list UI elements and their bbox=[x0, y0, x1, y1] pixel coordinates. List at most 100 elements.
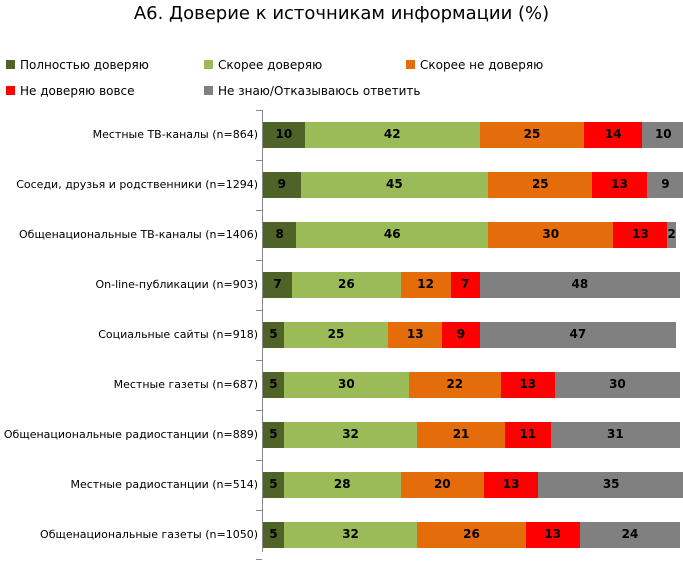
bar-segment bbox=[263, 122, 305, 148]
category-label: Социальные сайты (n=918) bbox=[98, 328, 258, 341]
axis-tick bbox=[256, 360, 262, 361]
bar-segment bbox=[304, 122, 480, 148]
data-label: 2 bbox=[667, 227, 676, 241]
data-label: 13 bbox=[406, 327, 424, 341]
data-label: 46 bbox=[383, 227, 401, 241]
data-label: 5 bbox=[269, 477, 278, 491]
data-label: 9 bbox=[661, 177, 670, 191]
legend-label: Не доверяю вовсе bbox=[20, 84, 135, 98]
bar-segment bbox=[263, 172, 301, 198]
data-label: 47 bbox=[569, 327, 587, 341]
data-label: 10 bbox=[654, 127, 672, 141]
data-label: 12 bbox=[417, 277, 434, 291]
data-label: 30 bbox=[609, 377, 626, 391]
axis-tick bbox=[256, 310, 262, 311]
data-label: 7 bbox=[273, 277, 282, 291]
bar-segment bbox=[579, 522, 680, 548]
bar-segment bbox=[263, 322, 284, 348]
bar-segment bbox=[504, 422, 551, 448]
legend-swatch bbox=[204, 60, 213, 69]
bar-segment bbox=[300, 172, 489, 198]
bar-segment bbox=[554, 372, 680, 398]
bar-segment bbox=[263, 272, 293, 298]
axis-tick bbox=[256, 210, 262, 211]
bar-segment bbox=[296, 222, 489, 248]
legend-swatch bbox=[204, 86, 213, 95]
bar-segment bbox=[584, 122, 643, 148]
category-label: Местные радиостанции (n=514) bbox=[70, 478, 259, 491]
data-label: 26 bbox=[338, 277, 355, 291]
bar-segment bbox=[479, 322, 676, 348]
axis-tick bbox=[256, 559, 262, 560]
bar-segment bbox=[417, 422, 505, 448]
legend-swatch bbox=[406, 60, 415, 69]
data-label: 5 bbox=[269, 377, 278, 391]
data-label: 5 bbox=[269, 427, 278, 441]
data-label: 45 bbox=[385, 177, 403, 191]
data-label: 21 bbox=[452, 427, 470, 441]
bar-segment bbox=[642, 122, 683, 148]
bar-segment bbox=[488, 222, 614, 248]
legend: Полностью доверяю Скорее доверяю Скорее не… bbox=[0, 0, 683, 110]
bar-segment bbox=[283, 322, 389, 348]
category-axis-line bbox=[262, 110, 263, 552]
data-label: 11 bbox=[519, 427, 537, 441]
bar-segment bbox=[488, 172, 593, 198]
category-label: Местные ТВ-каналы (n=864) bbox=[92, 128, 258, 141]
data-label: 13 bbox=[502, 477, 520, 491]
data-label: 22 bbox=[446, 377, 464, 391]
category-label: On-line-публикации (n=903) bbox=[95, 278, 258, 291]
bar-segment bbox=[500, 372, 555, 398]
axis-tick bbox=[256, 110, 262, 111]
axis-tick bbox=[256, 510, 262, 511]
data-label: 8 bbox=[275, 227, 284, 241]
data-label: 7 bbox=[461, 277, 470, 291]
data-label: 26 bbox=[463, 527, 480, 541]
bar-segment bbox=[417, 522, 526, 548]
data-label: 10 bbox=[275, 127, 293, 141]
legend-label: Скорее не доверяю bbox=[420, 58, 544, 72]
bar-segment bbox=[263, 472, 284, 498]
bar-segment bbox=[479, 122, 585, 148]
bar-segment bbox=[283, 422, 418, 448]
bar-segment bbox=[442, 322, 480, 348]
axis-tick bbox=[256, 160, 262, 161]
data-label: 9 bbox=[277, 177, 286, 191]
bar-segment bbox=[646, 172, 683, 198]
data-label: 28 bbox=[333, 477, 351, 491]
bar-segment bbox=[263, 372, 284, 398]
legend-label: Скорее доверяю bbox=[218, 58, 323, 72]
data-label: 32 bbox=[342, 427, 359, 441]
data-label: 13 bbox=[544, 527, 562, 541]
bar-segment bbox=[400, 272, 451, 298]
data-label: 30 bbox=[542, 227, 560, 241]
data-label: 31 bbox=[607, 427, 624, 441]
data-label: 48 bbox=[571, 277, 589, 291]
data-label: 25 bbox=[531, 177, 549, 191]
data-label: 5 bbox=[269, 327, 278, 341]
data-label: 13 bbox=[611, 177, 628, 191]
data-label: 13 bbox=[632, 227, 649, 241]
data-label: 5 bbox=[269, 527, 278, 541]
chart-title: А6. Доверие к источникам информации (%) bbox=[133, 3, 550, 24]
bar-segment bbox=[388, 322, 443, 348]
data-label: 20 bbox=[433, 477, 451, 491]
bar-segment bbox=[550, 422, 680, 448]
legend-label: Полностью доверяю bbox=[20, 58, 149, 72]
bar-segment bbox=[525, 522, 580, 548]
bar-segment bbox=[538, 472, 683, 498]
bar-segment bbox=[450, 272, 480, 298]
category-label: Соседи, друзья и родственники (n=1294) bbox=[16, 178, 258, 191]
legend-swatch bbox=[6, 60, 15, 69]
bar-segment bbox=[283, 372, 409, 398]
bar-segment bbox=[484, 472, 539, 498]
axis-tick bbox=[256, 260, 262, 261]
legend-label: Не знаю/Отказываюсь ответить bbox=[218, 84, 421, 98]
bar-segment bbox=[408, 372, 501, 398]
data-label: 24 bbox=[621, 527, 639, 541]
data-label: 35 bbox=[602, 477, 620, 491]
bar-segment bbox=[613, 222, 668, 248]
bar-segment bbox=[263, 422, 284, 448]
bar-segment bbox=[592, 172, 647, 198]
axis-tick bbox=[256, 410, 262, 411]
